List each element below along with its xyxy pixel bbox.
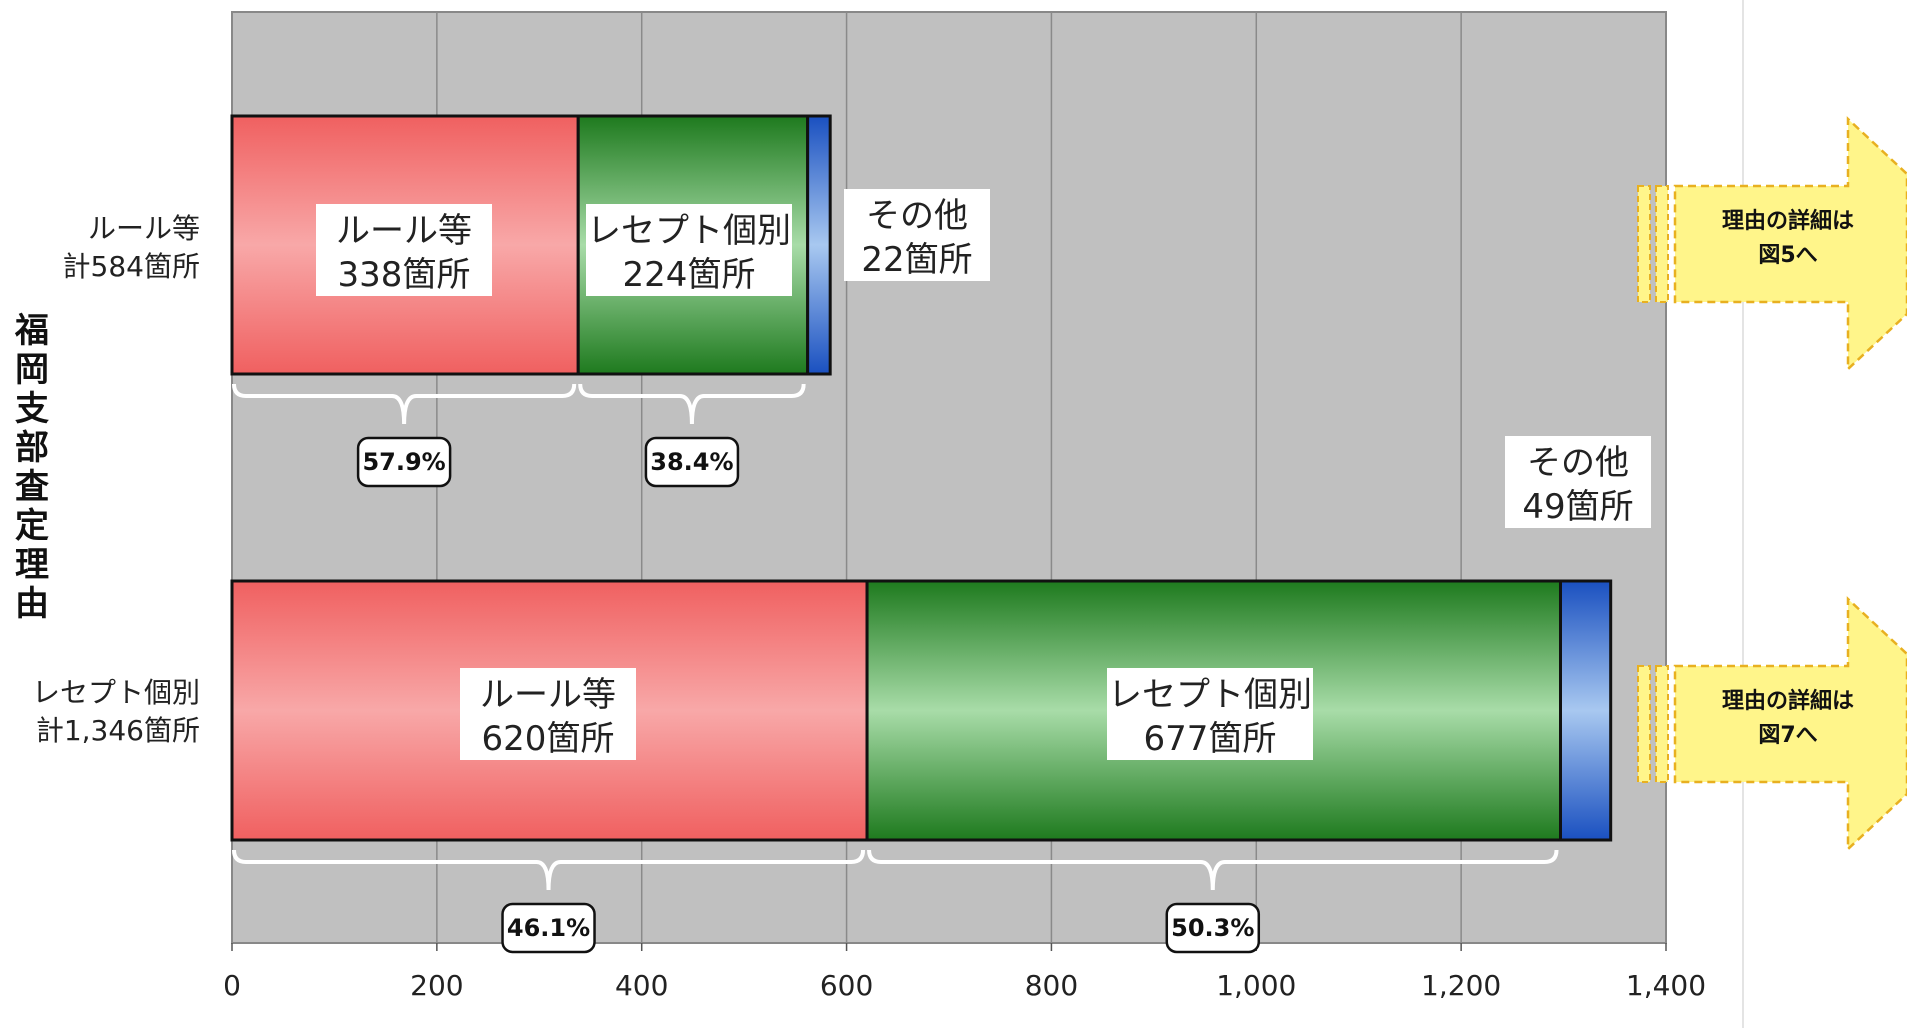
arrow-tail-bar xyxy=(1655,665,1669,783)
x-tick-label: 1,000 xyxy=(1216,969,1296,1002)
category-label-line1: レセプト個別 xyxy=(32,676,200,709)
y-axis-label-char: 定 xyxy=(15,506,49,546)
arrow-text-line1: 理由の詳細は xyxy=(1722,208,1854,234)
x-tick-label: 400 xyxy=(615,969,668,1002)
segment-label-line2: 620箇所 xyxy=(482,719,615,759)
bar-segment xyxy=(806,114,832,376)
segment-label-box xyxy=(460,668,636,760)
y-axis-label-char: 理 xyxy=(15,545,49,585)
x-tick-label: 0 xyxy=(223,969,241,1002)
segment-label-line1: ルール等 xyxy=(480,675,616,715)
arrow-tail-bar xyxy=(1637,185,1651,303)
segment-label-line2: 49箇所 xyxy=(1522,487,1633,527)
category-label-line2: 計1,346箇所 xyxy=(36,714,200,747)
brace xyxy=(578,383,806,425)
y-axis-label-char: 岡 xyxy=(15,350,49,390)
segment-label-line1: その他 xyxy=(1527,443,1629,483)
x-tick-label: 1,400 xyxy=(1626,969,1706,1002)
segment-label-line1: レセプト個別 xyxy=(587,211,791,251)
arrow-text-line2: 図7へ xyxy=(1758,723,1817,748)
x-tick-label: 800 xyxy=(1025,969,1078,1002)
arrow-tail-bar xyxy=(1637,665,1651,783)
brace xyxy=(232,849,866,891)
segment-label-box xyxy=(1107,668,1313,760)
arrow-shape xyxy=(1673,116,1907,372)
y-axis-label-char: 福 xyxy=(14,311,49,351)
percent-callout: 57.9% xyxy=(362,448,445,476)
x-tick-label: 1,200 xyxy=(1421,969,1501,1002)
x-tick-label: 200 xyxy=(410,969,463,1002)
percent-callout-box xyxy=(501,902,596,954)
arrow-tail-bar xyxy=(1655,185,1669,303)
brace xyxy=(867,849,1559,891)
x-tick-label: 600 xyxy=(820,969,873,1002)
y-axis-label-char: 部 xyxy=(15,428,49,468)
category-label-line1: ルール等 xyxy=(88,212,200,245)
percent-callout: 38.4% xyxy=(650,448,733,476)
segment-label-box xyxy=(1505,436,1651,528)
y-axis-label-char: 由 xyxy=(15,584,49,624)
category-label-line2: 計584箇所 xyxy=(63,250,200,283)
percent-callout: 46.1% xyxy=(507,914,590,942)
segment-label-line2: 338箇所 xyxy=(338,255,471,295)
segment-label-box xyxy=(316,204,492,296)
segment-label-line1: ルール等 xyxy=(336,211,472,251)
arrow-text-line2: 図5へ xyxy=(1758,243,1817,268)
segment-label-box xyxy=(844,189,990,281)
arrow-shape xyxy=(1673,596,1907,852)
percent-callout-box xyxy=(1165,902,1261,954)
arrow-text-line1: 理由の詳細は xyxy=(1722,688,1854,714)
percent-callout: 50.3% xyxy=(1171,914,1254,942)
segment-label-box xyxy=(586,204,792,296)
percent-callout-box xyxy=(356,436,452,488)
segment-label-line1: レセプト個別 xyxy=(1108,675,1312,715)
segment-label-line2: 677箇所 xyxy=(1144,719,1277,759)
segment-label-line2: 22箇所 xyxy=(861,240,972,280)
percent-callout-box xyxy=(644,436,740,488)
y-axis-label-char: 支 xyxy=(15,389,49,429)
segment-label-line2: 224箇所 xyxy=(623,255,756,295)
y-axis-label-char: 査 xyxy=(15,467,49,507)
brace xyxy=(232,383,577,425)
bar-segment xyxy=(1558,579,1613,842)
segment-label-line1: その他 xyxy=(866,196,968,236)
